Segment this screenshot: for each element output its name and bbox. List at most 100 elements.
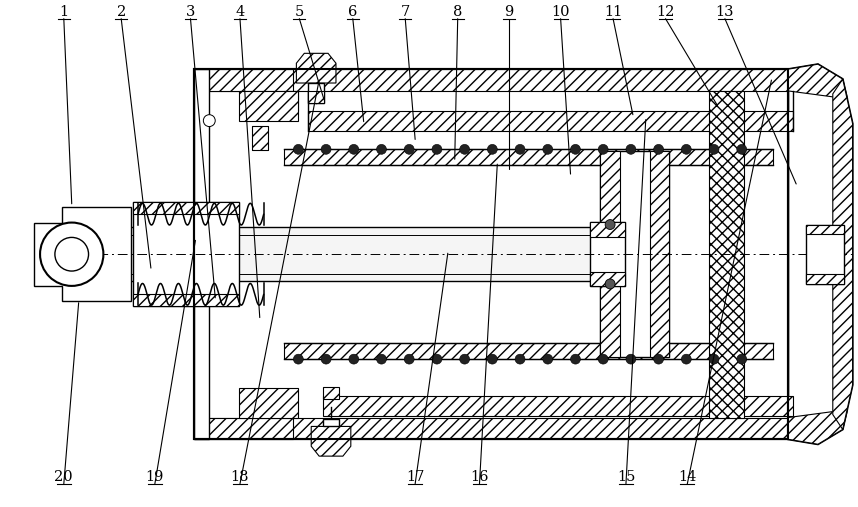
Text: 19: 19 [146, 470, 164, 484]
Circle shape [571, 144, 580, 154]
Circle shape [487, 354, 498, 364]
Bar [323, 396, 793, 416]
Circle shape [460, 354, 469, 364]
Bar [239, 91, 299, 121]
Circle shape [377, 354, 386, 364]
Text: 15: 15 [617, 470, 635, 484]
Bar [283, 150, 773, 165]
Circle shape [460, 144, 469, 154]
Circle shape [432, 354, 442, 364]
Polygon shape [311, 426, 351, 456]
Circle shape [571, 354, 580, 364]
Bar [195, 418, 293, 439]
Circle shape [737, 144, 746, 154]
Circle shape [349, 354, 359, 364]
Circle shape [626, 144, 636, 154]
Circle shape [709, 354, 719, 364]
Text: 8: 8 [453, 5, 462, 19]
Bar [195, 418, 789, 439]
Circle shape [487, 144, 498, 154]
Circle shape [654, 144, 663, 154]
Bar [323, 418, 339, 426]
Bar [590, 272, 625, 286]
Polygon shape [833, 79, 853, 429]
Bar [590, 222, 625, 286]
Circle shape [349, 144, 359, 154]
Bar [283, 343, 773, 359]
Circle shape [626, 354, 636, 364]
Text: 14: 14 [678, 470, 697, 484]
Polygon shape [789, 64, 853, 444]
Text: 20: 20 [55, 470, 73, 484]
Circle shape [404, 144, 414, 154]
Circle shape [681, 144, 692, 154]
Bar [806, 225, 843, 234]
Circle shape [321, 354, 331, 364]
Bar [133, 202, 239, 214]
Polygon shape [34, 207, 131, 301]
Circle shape [598, 144, 608, 154]
Circle shape [293, 354, 304, 364]
Bar [601, 151, 620, 357]
Bar [601, 151, 669, 357]
Circle shape [543, 144, 553, 154]
Circle shape [203, 115, 215, 127]
Text: 9: 9 [505, 5, 514, 19]
Text: 13: 13 [716, 5, 734, 19]
Circle shape [377, 144, 386, 154]
Circle shape [605, 220, 615, 230]
Circle shape [321, 144, 331, 154]
Circle shape [654, 354, 663, 364]
Circle shape [605, 279, 615, 289]
Text: 1: 1 [59, 5, 69, 19]
Bar [252, 126, 268, 150]
Text: 16: 16 [470, 470, 489, 484]
Bar [195, 69, 789, 91]
Bar [323, 387, 339, 399]
Circle shape [432, 144, 442, 154]
Bar [806, 274, 843, 284]
Text: 7: 7 [401, 5, 410, 19]
Polygon shape [789, 410, 848, 444]
Circle shape [543, 354, 553, 364]
Circle shape [681, 354, 692, 364]
Text: 12: 12 [656, 5, 674, 19]
Bar [195, 69, 789, 439]
Text: 3: 3 [186, 5, 195, 19]
Polygon shape [789, 64, 848, 99]
Bar [709, 91, 744, 418]
Bar [308, 83, 324, 103]
Circle shape [598, 354, 608, 364]
Text: 11: 11 [604, 5, 622, 19]
Bar [650, 151, 669, 357]
Circle shape [737, 354, 746, 364]
Text: 18: 18 [231, 470, 249, 484]
Circle shape [40, 223, 104, 286]
Bar [195, 69, 209, 439]
Bar [195, 69, 789, 439]
Bar [99, 227, 601, 281]
Bar [308, 111, 793, 130]
Circle shape [55, 237, 88, 271]
Circle shape [515, 354, 525, 364]
Circle shape [515, 144, 525, 154]
Bar [239, 388, 299, 418]
Circle shape [293, 144, 304, 154]
Text: 4: 4 [235, 5, 245, 19]
Bar [283, 91, 299, 111]
Bar [806, 225, 843, 284]
Bar [133, 202, 239, 306]
Text: 10: 10 [552, 5, 570, 19]
Text: 17: 17 [406, 470, 425, 484]
Text: 5: 5 [295, 5, 304, 19]
Circle shape [404, 354, 414, 364]
Text: 2: 2 [117, 5, 126, 19]
Bar [195, 69, 293, 91]
Text: 6: 6 [348, 5, 358, 19]
Bar [590, 222, 625, 237]
Polygon shape [296, 53, 336, 83]
Bar [133, 294, 239, 306]
Bar [308, 91, 324, 103]
Bar [252, 126, 268, 150]
Circle shape [709, 144, 719, 154]
